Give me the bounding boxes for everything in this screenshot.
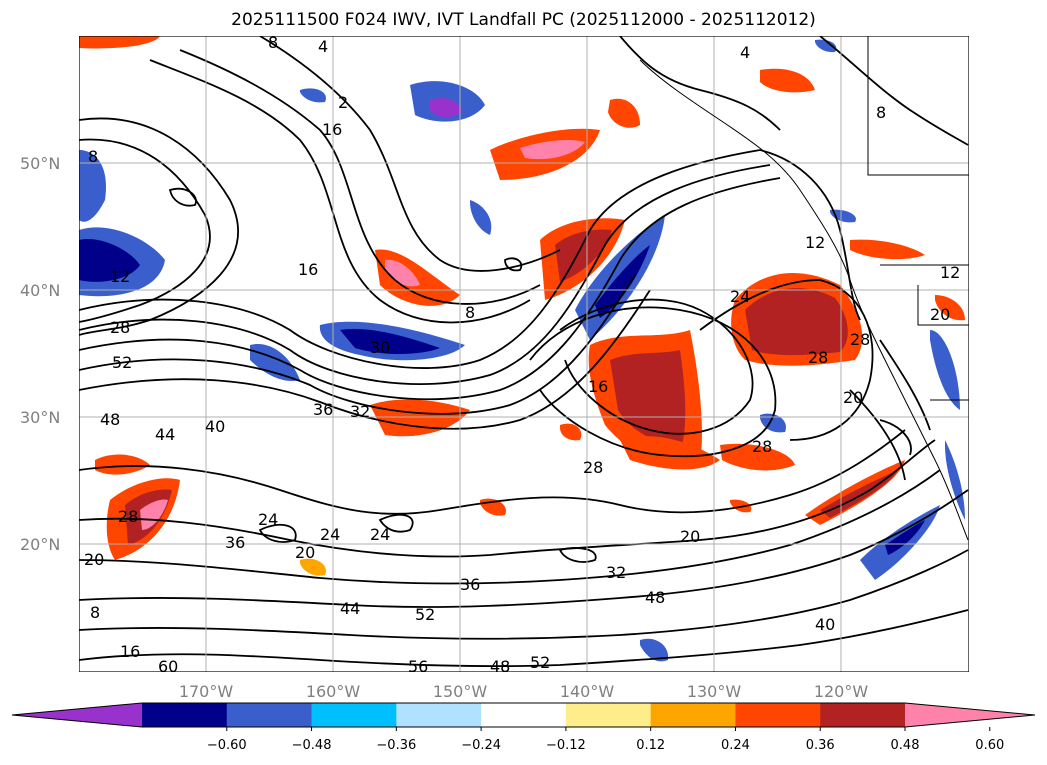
contour-label: 30 xyxy=(370,338,390,357)
contour-label: 20 xyxy=(680,527,700,546)
lat-label-30n: 30°N xyxy=(20,408,60,427)
contour-label: 12 xyxy=(110,267,130,286)
colorbar-extend-high xyxy=(905,703,1035,727)
colorbar-tick-label: 0.24 xyxy=(721,738,750,753)
colorbar: −0.60 −0.48 −0.36 −0.24 −0.12 0.12 0.24 0.36 0.4… xyxy=(11,702,1036,753)
contour-label: 8 xyxy=(465,303,475,322)
colorbar-bin xyxy=(311,703,397,727)
contour-label: 36 xyxy=(313,400,333,419)
contour-label: 52 xyxy=(415,605,435,624)
colorbar-extend-low xyxy=(12,703,142,727)
contour-label: 28 xyxy=(118,507,138,526)
contour-label: 44 xyxy=(155,425,175,444)
contour-label: 20 xyxy=(930,305,950,324)
contour-label: 20 xyxy=(843,388,863,407)
contour-label: 48 xyxy=(100,410,120,429)
lon-label-120w: 120°W xyxy=(814,682,869,701)
longitude-labels: 170°W 160°W 150°W 140°W 130°W 120°W xyxy=(179,682,869,701)
contour-label: 24 xyxy=(320,525,340,544)
colorbar-tick-label: 0.36 xyxy=(806,738,835,753)
lon-label-170w: 170°W xyxy=(179,682,234,701)
lat-label-50n: 50°N xyxy=(20,154,60,173)
colorbar-outline xyxy=(11,702,1036,728)
contour-label: 52 xyxy=(112,353,132,372)
colorbar-tick-label: 0.48 xyxy=(891,738,920,753)
contour-label: 28 xyxy=(110,318,130,337)
contour-label: 16 xyxy=(588,377,608,396)
contour-label: 12 xyxy=(805,233,825,252)
contour-label: 28 xyxy=(583,458,603,477)
colorbar-tick-label: 0.12 xyxy=(636,738,665,753)
contour-label: 20 xyxy=(84,550,104,569)
contour-label: 40 xyxy=(815,615,835,634)
contour-label: 8 xyxy=(90,603,100,622)
contour-label: 28 xyxy=(752,437,772,456)
contour-label: 16 xyxy=(120,642,140,661)
latitude-labels: 50°N 40°N 30°N 20°N xyxy=(20,154,60,554)
colorbar-bin xyxy=(226,703,313,727)
contour-label: 36 xyxy=(225,533,245,552)
colorbar-bin xyxy=(820,703,906,727)
contour-label: 4 xyxy=(740,43,750,62)
colorbar-bin xyxy=(396,703,482,727)
coastline xyxy=(639,36,969,541)
colorbar-bin xyxy=(735,703,821,727)
contour-label: 8 xyxy=(876,103,886,122)
contour-layer xyxy=(79,36,969,668)
contour-label: 52 xyxy=(530,653,550,672)
contour-label: 48 xyxy=(490,657,510,676)
shading-layer xyxy=(79,36,965,662)
colorbar-bin xyxy=(142,703,228,727)
colorbar-tick-label: −0.48 xyxy=(292,738,332,753)
contour-label: 2 xyxy=(338,93,348,112)
contour-label: 28 xyxy=(808,348,828,367)
map-title: 2025111500 F024 IWV, IVT Landfall PC (20… xyxy=(231,10,816,30)
colorbar-bin xyxy=(565,703,652,727)
contour-label: 4 xyxy=(318,37,328,56)
colorbar-tick-label: −0.36 xyxy=(376,738,416,753)
lon-label-160w: 160°W xyxy=(306,682,361,701)
contour-label: 24 xyxy=(370,525,390,544)
colorbar-tick-label: −0.60 xyxy=(207,738,247,753)
lat-label-40n: 40°N xyxy=(20,281,60,300)
lon-label-130w: 130°W xyxy=(687,682,742,701)
contour-label: 32 xyxy=(606,563,626,582)
contour-label: 48 xyxy=(645,588,665,607)
colorbar-bin xyxy=(650,703,736,727)
contour-label: 12 xyxy=(940,263,960,282)
contour-label: 8 xyxy=(268,33,278,52)
lon-label-140w: 140°W xyxy=(560,682,615,701)
contour-label: 24 xyxy=(730,287,750,306)
lon-label-150w: 150°W xyxy=(433,682,488,701)
lat-label-20n: 20°N xyxy=(20,535,60,554)
contour-label: 28 xyxy=(850,330,870,349)
contour-label: 16 xyxy=(298,260,318,279)
colorbar-tick-label: 0.60 xyxy=(975,738,1004,753)
map-panel: 8 4 2 16 8 4 8 12 16 28 52 8 30 48 44 40… xyxy=(79,33,969,676)
contour-label: 8 xyxy=(88,147,98,166)
contour-label: 40 xyxy=(205,417,225,436)
contour-label: 60 xyxy=(158,657,178,676)
contour-label: 44 xyxy=(340,599,360,618)
contour-label: 32 xyxy=(350,402,370,421)
contour-labels: 8 4 2 16 8 4 8 12 16 28 52 8 30 48 44 40… xyxy=(84,33,960,676)
contour-label: 16 xyxy=(322,120,342,139)
graticule xyxy=(79,36,969,672)
colorbar-bin xyxy=(481,703,567,727)
colorbar-tick-label: −0.24 xyxy=(461,738,501,753)
contour-label: 24 xyxy=(258,510,278,529)
contour-label: 56 xyxy=(408,657,428,676)
contour-label: 20 xyxy=(295,543,315,562)
contour-label: 36 xyxy=(460,575,480,594)
colorbar-tick-label: −0.12 xyxy=(546,738,586,753)
